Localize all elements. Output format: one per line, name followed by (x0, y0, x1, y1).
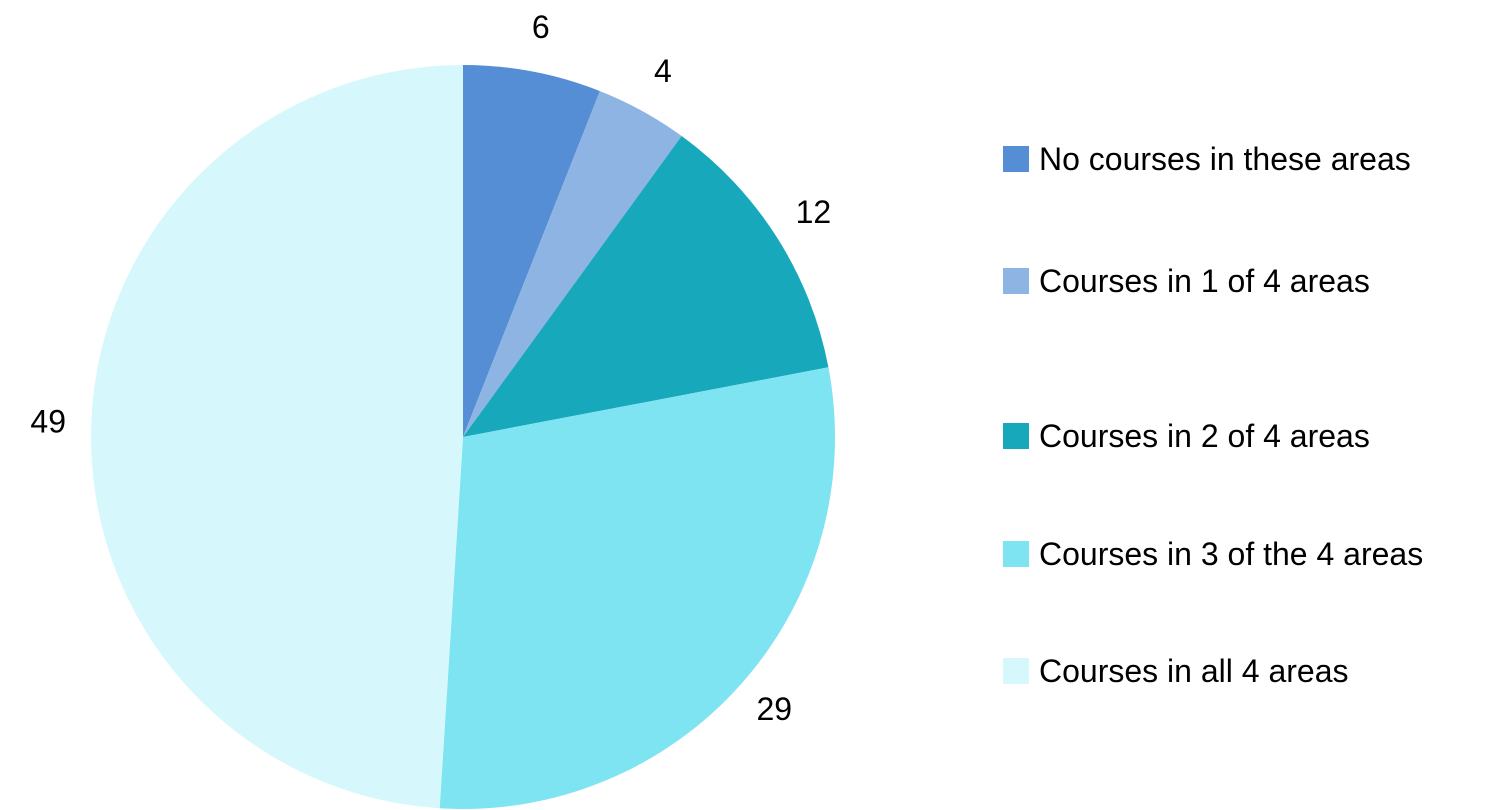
legend-item: Courses in 1 of 4 areas (1003, 258, 1479, 305)
legend-label: Courses in 1 of 4 areas (1039, 263, 1370, 299)
data-label: 29 (756, 691, 792, 727)
legend-label: No courses in these areas (1039, 141, 1411, 177)
legend-label: Courses in 3 of the 4 areas (1039, 536, 1424, 572)
data-label: 6 (532, 9, 550, 45)
pie-slice (463, 65, 600, 437)
data-label: 49 (30, 403, 66, 439)
legend-item: No courses in these areas (1003, 136, 1479, 183)
legend-swatch (1003, 658, 1029, 684)
pie-slice (463, 91, 682, 438)
legend-swatch (1003, 541, 1029, 567)
legend-label: Courses in 2 of 4 areas (1039, 418, 1370, 454)
chart: 6 4 12 29 49 (30, 9, 835, 809)
legend-label: Courses in all 4 areas (1039, 653, 1349, 689)
legend-item: Courses in all 4 areas (1003, 648, 1479, 695)
legend-item: Courses in 3 of the 4 areas (1003, 531, 1479, 578)
data-label: 12 (796, 194, 832, 230)
legend-item: Courses in 2 of 4 areas (1003, 413, 1479, 460)
legend-swatch (1003, 268, 1029, 294)
legend-swatch (1003, 146, 1029, 172)
pie-slice (439, 367, 835, 809)
data-label: 4 (654, 53, 672, 89)
pie-slice (463, 136, 829, 437)
legend-swatch (1003, 423, 1029, 449)
pie-slice (91, 65, 464, 809)
